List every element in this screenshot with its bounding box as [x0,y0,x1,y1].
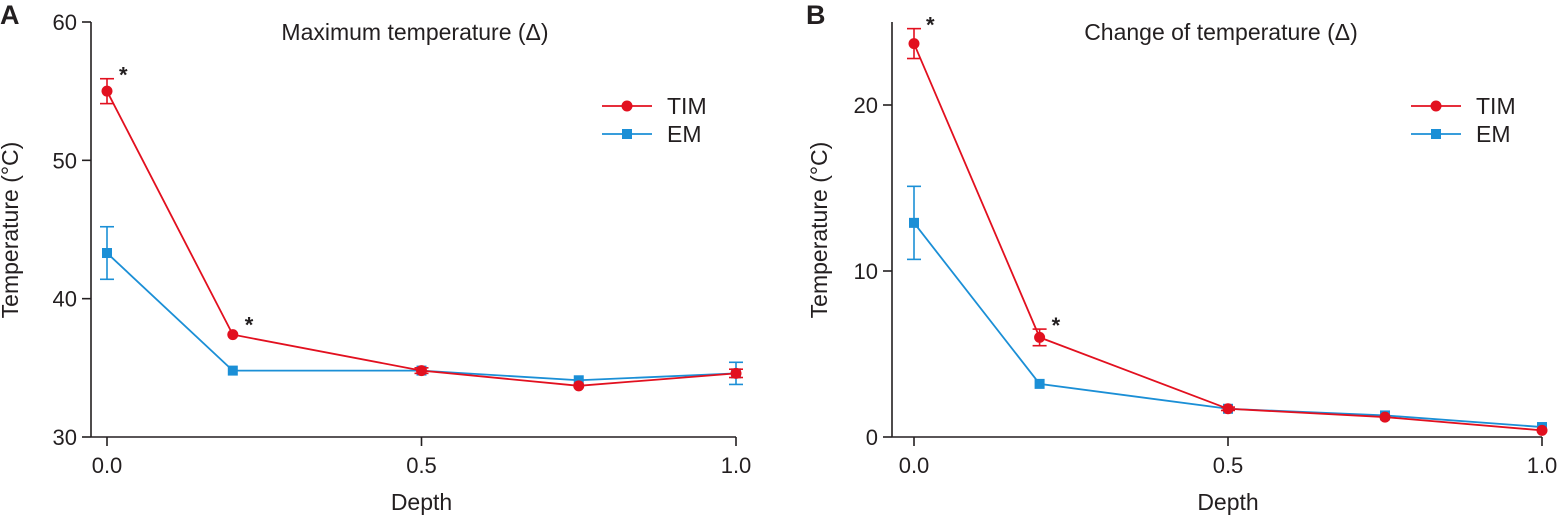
data-point [101,85,113,97]
significance-star: * [245,313,254,338]
y-tick-label: 10 [854,259,878,284]
data-point [908,38,920,50]
x-tick-label: 1.0 [721,453,752,478]
chart-title: Change of temperature (Δ) [1084,19,1358,45]
legend-marker [1431,129,1441,139]
legend-label: TIM [667,93,707,119]
y-tick-label: 40 [53,287,77,312]
data-point [227,329,239,341]
panel-letter: A [0,0,20,30]
x-tick-label: 1.0 [1527,453,1558,478]
data-point [1034,378,1045,389]
series-line [913,43,1543,432]
chart-panel-B: B Change of temperature (Δ) 0 10 20 0.0 0.5 1.0… [806,0,1557,515]
series-em [907,185,1547,433]
data-point [416,365,427,377]
significance-star: * [119,63,128,88]
data-point [1222,403,1234,415]
significance-star: * [1052,313,1061,338]
legend-label: EM [667,121,702,147]
series-tim: ** [100,63,743,392]
data-point [573,375,584,386]
y-tick-label: 50 [53,148,77,173]
data-point [730,367,742,379]
y-tick-label: 60 [53,10,77,35]
y-axis-label: Temperature (°C) [0,142,23,319]
significance-star: * [926,13,935,38]
x-tick-label: 0.0 [899,453,930,478]
x-tick-label: 0.0 [92,453,123,478]
data-point [102,248,112,259]
chart-title: Maximum temperature (Δ) [281,19,548,45]
data-point [1034,331,1046,343]
x-tick-label: 0.5 [406,453,437,478]
x-axis-label: Depth [1197,489,1258,515]
x-tick-label: 0.5 [1213,453,1244,478]
data-point [909,217,919,228]
data-point [1536,424,1548,436]
legend-label: EM [1476,121,1511,147]
chart-panel-A: A Maximum temperature (Δ) 30 40 50 60 0.0 0.5 1.… [0,0,751,515]
series-line [913,222,1543,428]
data-point [227,365,238,376]
y-tick-label: 20 [854,93,878,118]
series-em [100,225,743,386]
x-axis-label: Depth [391,489,452,515]
series-tim: ** [907,13,1548,436]
data-point [573,380,585,392]
y-tick-label: 0 [866,425,878,450]
y-axis-label: Temperature (°C) [806,142,832,319]
y-tick-label: 30 [53,425,77,450]
legend-marker [1430,100,1442,112]
legend-label: TIM [1476,93,1516,119]
legend-marker [621,100,633,112]
data-point [1379,411,1391,423]
panel-letter: B [806,0,826,30]
legend-marker [622,129,632,139]
